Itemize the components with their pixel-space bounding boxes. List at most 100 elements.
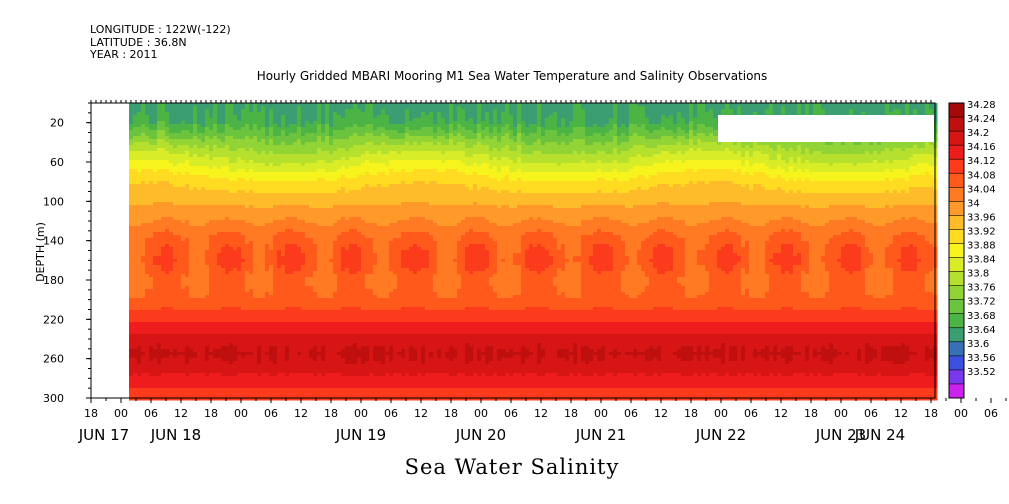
field-cell bbox=[265, 247, 270, 251]
field-cell bbox=[129, 130, 134, 134]
field-cell bbox=[245, 367, 250, 371]
field-cell bbox=[317, 163, 322, 167]
field-cell bbox=[237, 130, 242, 134]
field-cell bbox=[301, 343, 306, 347]
field-cell bbox=[257, 235, 262, 239]
field-cell bbox=[193, 361, 198, 365]
field-cell bbox=[241, 382, 246, 386]
field-cell bbox=[229, 115, 234, 119]
field-cell bbox=[277, 310, 282, 314]
field-cell bbox=[165, 280, 170, 284]
field-cell bbox=[193, 328, 198, 332]
field-cell bbox=[205, 289, 210, 293]
field-cell bbox=[129, 193, 134, 197]
field-cell bbox=[165, 358, 170, 362]
field-cell bbox=[213, 322, 218, 326]
field-cell bbox=[181, 136, 186, 140]
field-cell bbox=[269, 115, 274, 119]
field-cell bbox=[305, 241, 310, 245]
field-cell bbox=[129, 334, 134, 338]
field-cell bbox=[213, 160, 218, 164]
field-cell bbox=[133, 145, 138, 149]
field-cell bbox=[149, 307, 154, 311]
field-cell bbox=[165, 250, 170, 254]
field-cell bbox=[141, 388, 146, 392]
field-cell bbox=[193, 103, 198, 107]
field-cell bbox=[281, 274, 286, 278]
field-cell bbox=[161, 181, 166, 185]
field-cell bbox=[229, 190, 234, 194]
field-cell bbox=[281, 244, 286, 248]
field-cell bbox=[221, 361, 226, 365]
field-cell bbox=[189, 352, 194, 356]
field-cell bbox=[293, 316, 298, 320]
field-cell bbox=[209, 301, 214, 305]
field-cell bbox=[137, 301, 142, 305]
field-cell bbox=[229, 271, 234, 275]
field-cell bbox=[325, 172, 330, 176]
field-cell bbox=[201, 253, 206, 257]
field-cell bbox=[153, 205, 158, 209]
field-cell bbox=[205, 334, 210, 338]
field-cell bbox=[141, 277, 146, 281]
field-cell bbox=[201, 220, 206, 224]
field-cell bbox=[225, 301, 230, 305]
field-cell bbox=[293, 235, 298, 239]
field-cell bbox=[157, 181, 162, 185]
field-cell bbox=[325, 316, 330, 320]
field-cell bbox=[129, 163, 134, 167]
field-cell bbox=[153, 190, 158, 194]
field-cell bbox=[329, 121, 334, 125]
field-cell bbox=[185, 304, 190, 308]
field-cell bbox=[149, 301, 154, 305]
field-cell bbox=[313, 367, 318, 371]
field-cell bbox=[309, 199, 314, 203]
field-cell bbox=[145, 226, 150, 230]
field-cell bbox=[149, 274, 154, 278]
field-cell bbox=[269, 328, 274, 332]
field-cell bbox=[229, 253, 234, 257]
field-cell bbox=[209, 244, 214, 248]
field-cell bbox=[261, 211, 266, 215]
field-cell bbox=[197, 124, 202, 128]
field-cell bbox=[161, 136, 166, 140]
field-cell bbox=[301, 283, 306, 287]
field-cell bbox=[265, 214, 270, 218]
field-cell bbox=[245, 229, 250, 233]
field-cell bbox=[321, 394, 326, 398]
field-cell bbox=[169, 106, 174, 110]
field-cell bbox=[293, 325, 298, 329]
field-cell bbox=[169, 235, 174, 239]
field-cell bbox=[249, 127, 254, 131]
field-cell bbox=[277, 244, 282, 248]
field-cell bbox=[129, 247, 134, 251]
field-cell bbox=[229, 148, 234, 152]
field-cell bbox=[265, 310, 270, 314]
field-cell bbox=[313, 166, 318, 170]
field-cell bbox=[149, 259, 154, 263]
field-cell bbox=[213, 325, 218, 329]
field-cell bbox=[281, 205, 286, 209]
field-cell bbox=[261, 160, 266, 164]
field-cell bbox=[209, 343, 214, 347]
field-cell bbox=[325, 232, 330, 236]
field-cell bbox=[201, 184, 206, 188]
field-cell bbox=[289, 280, 294, 284]
field-cell bbox=[285, 169, 290, 173]
field-cell bbox=[137, 190, 142, 194]
field-cell bbox=[221, 358, 226, 362]
field-cell bbox=[137, 298, 142, 302]
field-cell bbox=[241, 367, 246, 371]
field-cell bbox=[177, 274, 182, 278]
field-cell bbox=[317, 136, 322, 140]
field-cell bbox=[193, 154, 198, 158]
field-cell bbox=[245, 190, 250, 194]
field-cell bbox=[141, 109, 146, 113]
field-cell bbox=[145, 334, 150, 338]
field-cell bbox=[213, 142, 218, 146]
field-cell bbox=[213, 208, 218, 212]
field-cell bbox=[141, 331, 146, 335]
field-cell bbox=[189, 166, 194, 170]
field-cell bbox=[197, 370, 202, 374]
field-cell bbox=[181, 199, 186, 203]
